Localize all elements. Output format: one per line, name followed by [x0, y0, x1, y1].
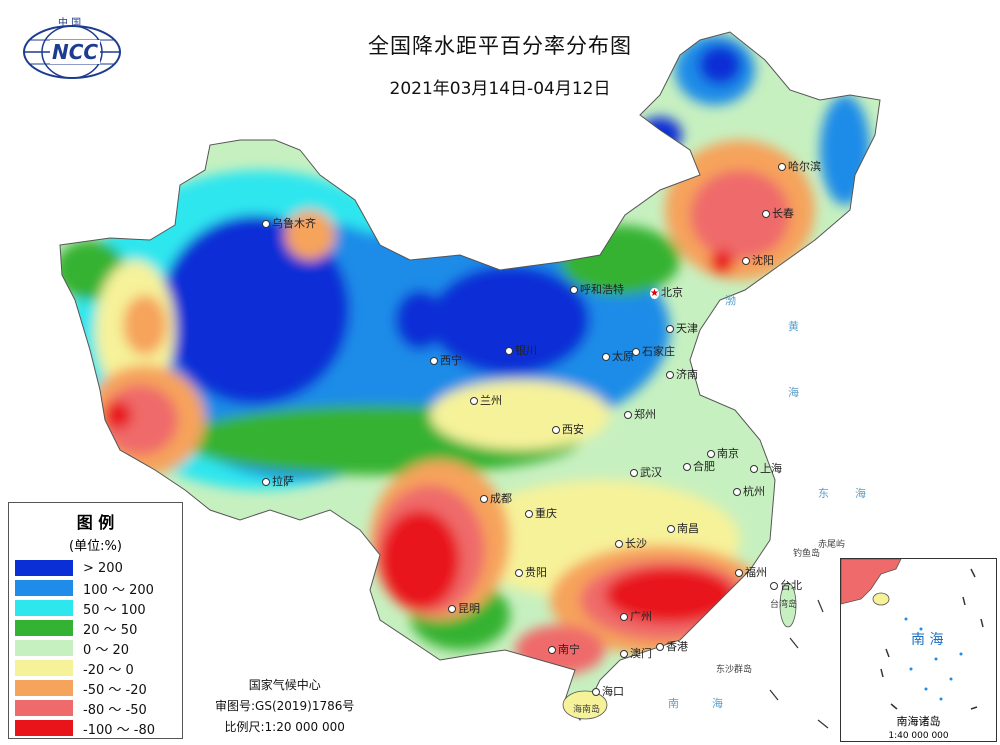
- city-shanghai: 上海: [750, 460, 782, 476]
- map-title: 全国降水距平百分率分布图: [368, 34, 632, 58]
- city-taibei: 台北: [770, 577, 802, 593]
- city-xian: 西安: [552, 421, 584, 437]
- city-haerbin: 哈尔滨: [778, 158, 821, 174]
- legend-label: 100 ～ 200: [83, 582, 154, 598]
- city-hangzhou: 杭州: [733, 483, 765, 499]
- inset-map: [840, 558, 984, 710]
- city-taiyuan: 太原: [602, 348, 634, 364]
- sea-donghai-2: 海: [855, 487, 866, 500]
- sea-donghai-1: 东: [818, 487, 829, 500]
- city-zhengzhou: 郑州: [624, 406, 656, 422]
- legend-item: -100 ～ -80: [15, 718, 182, 738]
- city-haikou: 海口: [592, 683, 624, 699]
- legend-label: 0 ～ 20: [83, 642, 130, 658]
- legend-item: 50 ～ 100: [15, 598, 182, 618]
- island-hainan: 海南岛: [573, 705, 601, 715]
- city-aomen: 澳门: [620, 645, 652, 661]
- legend-label: 20 ～ 50: [83, 622, 138, 638]
- island-dongsha: 东沙群岛: [716, 665, 753, 675]
- city-wulumuqi: 乌鲁木齐: [262, 215, 316, 231]
- city-shenyang: 沈阳: [742, 252, 774, 268]
- globe-icon: [23, 25, 121, 79]
- legend-swatch: [15, 580, 73, 596]
- island-chiwei: 赤尾屿: [818, 540, 846, 550]
- island-diaoyu: 钓鱼岛: [793, 549, 821, 559]
- legend-swatch: [15, 720, 73, 736]
- legend-item: -80 ～ -50: [15, 698, 182, 718]
- sea-nanhai-1: 南: [668, 697, 679, 710]
- sea-bohai: 渤: [725, 294, 736, 307]
- china-border: [59, 31, 881, 721]
- legend-label: -20 ～ 0: [83, 662, 134, 678]
- city-nanning: 南宁: [548, 641, 580, 657]
- city-xianggang: 香港: [656, 638, 688, 654]
- credits-scale: 比例尺:1:20 000 000: [224, 720, 345, 734]
- legend-item: -20 ～ 0: [15, 658, 182, 678]
- city-tianjin: 天津: [666, 320, 698, 336]
- inset-sea-label: 南 海: [911, 632, 944, 648]
- legend-swatch: [15, 640, 73, 656]
- city-xining: 西宁: [430, 352, 462, 368]
- city-chengdu: 成都: [480, 490, 512, 506]
- legend-swatch: [15, 600, 73, 616]
- city-changchun: 长春: [762, 205, 794, 221]
- city-guangzhou: 广州: [620, 608, 652, 624]
- city-yinchuan: 银川: [505, 342, 537, 358]
- city-fuzhou: 福州: [735, 564, 767, 580]
- city-kunming: 昆明: [448, 600, 480, 616]
- legend-item: > 200: [15, 558, 182, 578]
- legend-item: 100 ～ 200: [15, 578, 182, 598]
- city-wuhan: 武汉: [630, 464, 662, 480]
- legend-title: 图 例: [76, 513, 115, 532]
- city-jinan: 济南: [666, 366, 698, 382]
- legend-label: -100 ～ -80: [83, 722, 156, 738]
- sea-huanghai-2: 海: [788, 386, 799, 399]
- sea-huanghai-1: 黄: [788, 320, 799, 333]
- inset-title: 南海诸岛: [896, 715, 941, 728]
- city-huhehaote: 呼和浩特: [570, 281, 624, 297]
- city-shijiazhuang: 石家庄: [632, 343, 675, 359]
- legend-box: 图 例 (单位:%) > 200 100 ～ 200 50 ～ 100 20 ～ 50…: [8, 502, 183, 739]
- city-nanchang: 南昌: [667, 520, 699, 536]
- city-guiyang: 贵阳: [515, 564, 547, 580]
- sea-nanhai-2: 海: [712, 697, 723, 710]
- map-subtitle: 2021年03月14日-04月12日: [389, 79, 611, 99]
- legend-label: > 200: [83, 560, 123, 576]
- legend-unit: (单位:%): [69, 539, 122, 554]
- south-china-sea-inset: 南 海 南海诸岛 1:40 000 000: [840, 558, 997, 742]
- city-chongqing: 重庆: [525, 505, 557, 521]
- legend-label: -50 ～ -20: [83, 682, 147, 698]
- city-nanjing: 南京: [707, 445, 739, 461]
- legend-label: 50 ～ 100: [83, 602, 146, 618]
- ncc-logo: 中 国 NCC: [20, 12, 130, 82]
- legend-swatch: [15, 680, 73, 696]
- credits-map-no: 审图号:GS(2019)1786号: [215, 699, 355, 713]
- city-changsha: 长沙: [615, 535, 647, 551]
- legend-swatch: [15, 620, 73, 636]
- inset-scale: 1:40 000 000: [888, 731, 949, 741]
- credits-org: 国家气候中心: [248, 678, 321, 692]
- legend-item: -50 ～ -20: [15, 678, 182, 698]
- legend-item: 0 ～ 20: [15, 638, 182, 658]
- city-beijing: 北京: [650, 284, 683, 300]
- logo-brand: NCC: [50, 40, 101, 64]
- legend-label: -80 ～ -50: [83, 702, 147, 718]
- city-hefei: 合肥: [683, 458, 715, 474]
- city-lasa: 拉萨: [262, 473, 294, 489]
- legend-item: 20 ～ 50: [15, 618, 182, 638]
- legend-swatch: [15, 700, 73, 716]
- city-lanzhou: 兰州: [470, 392, 502, 408]
- island-taiwan: 台湾岛: [770, 600, 798, 610]
- legend-swatch: [15, 660, 73, 676]
- legend-swatch: [15, 560, 73, 576]
- credits-block: 国家气候中心 审图号:GS(2019)1786号 比例尺:1:20 000 00…: [215, 675, 354, 738]
- logo-top-text: 中 国: [58, 18, 82, 29]
